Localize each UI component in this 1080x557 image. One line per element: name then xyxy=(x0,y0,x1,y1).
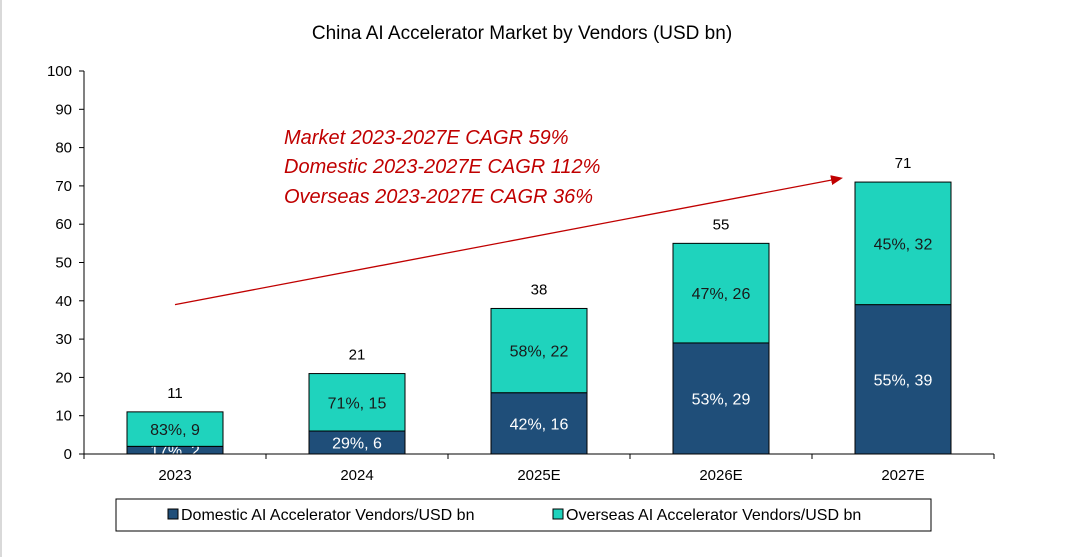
cagr-annotation: Market 2023-2027E CAGR 59% Domestic 2023… xyxy=(174,127,843,306)
y-tick-label: 50 xyxy=(55,255,72,272)
left-border xyxy=(0,0,2,557)
x-tick-label: 2024 xyxy=(340,467,373,484)
bar-overseas xyxy=(126,411,224,447)
bar-total-label: 21 xyxy=(349,347,366,364)
y-tick-label: 30 xyxy=(55,331,72,348)
bar-domestic xyxy=(672,342,770,455)
bar-domestic xyxy=(490,392,588,455)
cagr-line-market: Market 2023-2027E CAGR 59% xyxy=(284,127,569,149)
legend: Domestic AI Accelerator Vendors/USD bn O… xyxy=(115,498,932,532)
bar-label-overseas: 45%, 32 xyxy=(874,236,933,253)
x-axis: 2023 2024 2025E 2026E 2027E xyxy=(83,453,995,484)
chart-title: China AI Accelerator Market by Vendors (… xyxy=(312,23,732,44)
bar-label-domestic: 42%, 16 xyxy=(510,416,569,433)
bar-domestic xyxy=(854,304,952,455)
y-tick-label: 20 xyxy=(55,369,72,386)
x-tick-label: 2026E xyxy=(699,467,742,484)
bar-overseas xyxy=(854,181,952,306)
bar-total-label: 71 xyxy=(895,155,912,172)
bar-overseas xyxy=(672,242,770,344)
bar-label-overseas: 71%, 15 xyxy=(328,395,387,412)
y-tick-label: 100 xyxy=(47,63,72,80)
cagr-line-domestic: Domestic 2023-2027E CAGR 112% xyxy=(284,156,600,178)
legend-swatch-domestic xyxy=(167,508,179,520)
trend-arrow xyxy=(174,175,843,306)
bar-total-label: 55 xyxy=(713,216,730,233)
y-tick-label: 40 xyxy=(55,293,72,310)
cagr-line-overseas: Overseas 2023-2027E CAGR 36% xyxy=(284,186,593,208)
y-tick-label: 70 xyxy=(55,178,72,195)
x-tick-label: 2023 xyxy=(158,467,191,484)
bar-label-domestic: 53%, 29 xyxy=(692,391,751,408)
bar-label-overseas: 58%, 22 xyxy=(510,344,569,361)
bar-total-label: 38 xyxy=(531,281,548,298)
y-tick-label: 10 xyxy=(55,408,72,425)
x-tick-label: 2027E xyxy=(881,467,924,484)
bar-total-label: 11 xyxy=(167,385,183,402)
bars: 17%, 2 83%, 9 11 29%, 6 71%, 15 21 42%, 16 58%,… xyxy=(126,155,952,460)
y-tick-label: 80 xyxy=(55,140,72,157)
bar-label-overseas: 47%, 26 xyxy=(692,286,751,303)
legend-label-domestic: Domestic AI Accelerator Vendors/USD bn xyxy=(181,507,474,524)
bar-label-domestic: 55%, 39 xyxy=(874,372,933,389)
y-tick-label: 0 xyxy=(64,446,72,463)
bar-overseas xyxy=(308,373,406,432)
y-tick-label: 60 xyxy=(55,216,72,233)
bar-overseas xyxy=(490,307,588,394)
y-axis: 0 10 20 30 40 50 60 70 80 90 100 xyxy=(47,63,85,463)
legend-swatch-overseas xyxy=(552,508,564,520)
bar-label-domestic: 17%, 2 xyxy=(150,443,200,460)
y-tick-label: 90 xyxy=(55,101,72,118)
bar-label-overseas: 83%, 9 xyxy=(150,422,200,439)
legend-label-overseas: Overseas AI Accelerator Vendors/USD bn xyxy=(566,507,861,524)
x-tick-label: 2025E xyxy=(517,467,560,484)
legend-box xyxy=(115,498,932,532)
bar-label-domestic: 29%, 6 xyxy=(332,436,382,453)
